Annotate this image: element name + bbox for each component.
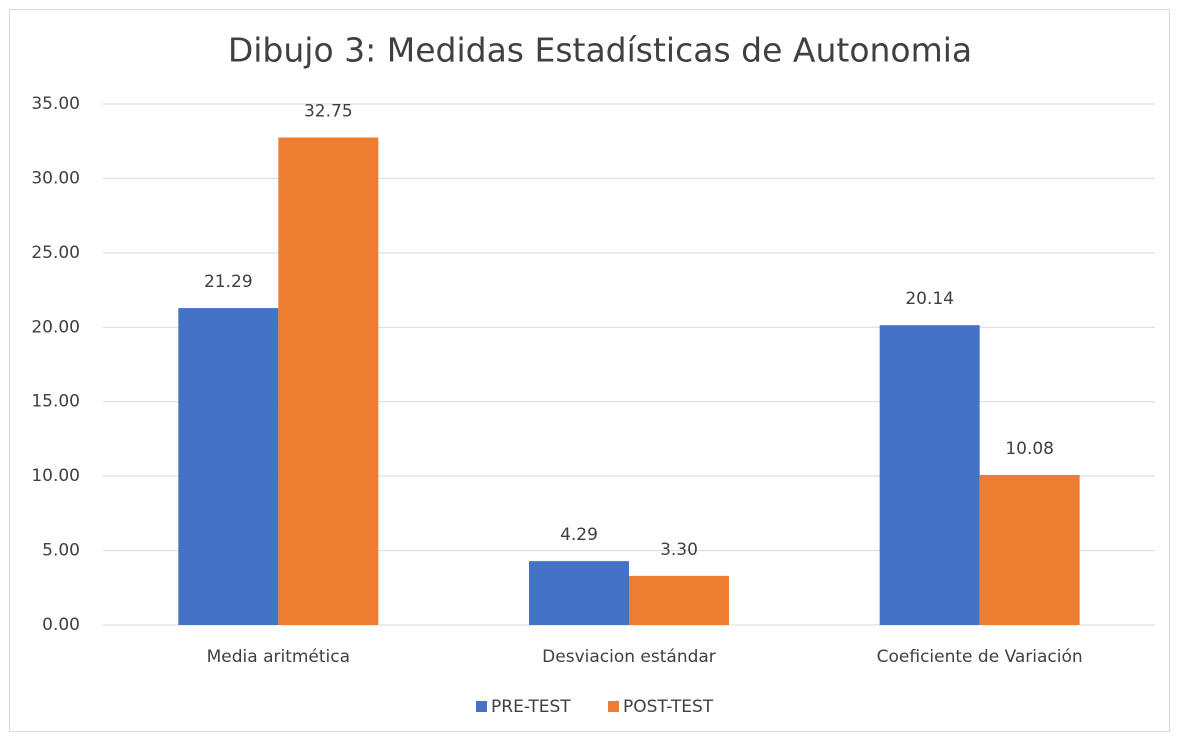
y-tick-label: 20.00 — [31, 317, 80, 337]
bar — [879, 325, 980, 625]
value-label: 4.29 — [560, 525, 598, 545]
chart-title: Dibujo 3: Medidas Estadísticas de Autono… — [228, 31, 972, 70]
bar — [178, 308, 279, 625]
y-tick-label: 25.00 — [31, 243, 80, 263]
y-tick-label: 5.00 — [42, 541, 80, 561]
bar — [979, 474, 1080, 625]
value-label: 3.30 — [660, 540, 698, 560]
value-label: 10.08 — [1005, 439, 1054, 459]
value-label: 20.14 — [905, 289, 954, 309]
y-tick-label: 15.00 — [31, 392, 80, 412]
legend-label: POST-TEST — [623, 697, 714, 717]
y-tick-label: 35.00 — [31, 94, 80, 114]
x-tick-label: Media aritmética — [207, 647, 350, 667]
value-label: 32.75 — [304, 101, 353, 121]
legend-swatch — [608, 701, 619, 712]
x-tick-label: Coeficiente de Variación — [877, 647, 1083, 667]
y-tick-label: 10.00 — [31, 466, 80, 486]
value-label: 21.29 — [204, 272, 253, 292]
bar — [529, 561, 629, 625]
legend-swatch — [476, 701, 487, 712]
bar — [629, 575, 729, 625]
bar — [278, 137, 379, 625]
y-tick-label: 0.00 — [42, 615, 80, 635]
y-tick-label: 30.00 — [31, 168, 80, 188]
legend-label: PRE-TEST — [491, 697, 571, 717]
x-tick-label: Desviacion estándar — [542, 647, 716, 667]
